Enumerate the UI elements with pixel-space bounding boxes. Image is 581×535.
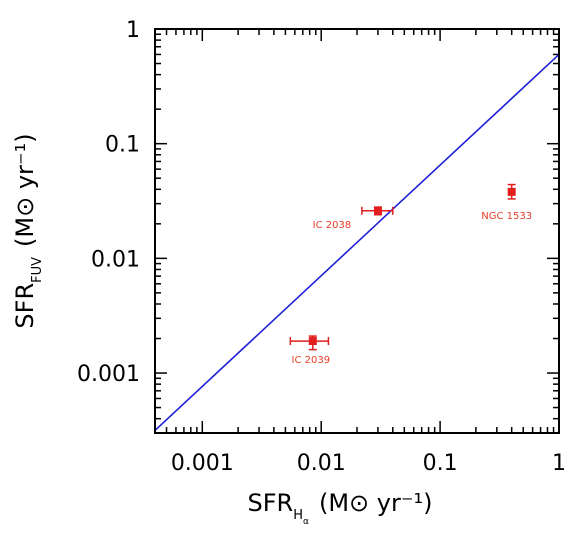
ticks-group bbox=[154, 28, 560, 434]
x-tick-label: 1 bbox=[552, 451, 566, 476]
y-tick-label: 0.01 bbox=[91, 247, 140, 272]
x-tick-label: 0.01 bbox=[297, 451, 346, 476]
fit-line-group bbox=[154, 53, 560, 431]
data-point bbox=[507, 187, 516, 196]
fit-line bbox=[154, 53, 560, 431]
plot-frame bbox=[154, 28, 560, 434]
y-tick-label: 0.001 bbox=[77, 362, 140, 387]
data-point bbox=[308, 337, 317, 346]
y-axis-label: SFRFUV (M⊙ yr⁻¹) bbox=[11, 133, 45, 328]
x-axis-label-units: (M⊙ yr⁻¹) bbox=[319, 489, 433, 517]
x-tick-label: 0.001 bbox=[171, 451, 234, 476]
points-group: IC 2039 IC 2038 NGC 1533 bbox=[289, 183, 532, 366]
y-tick-labels: 0.001 0.01 0.1 1 bbox=[77, 18, 140, 387]
x-axis-label-main: SFR bbox=[248, 489, 294, 517]
y-axis-label-sub: FUV bbox=[30, 257, 45, 283]
x-tick-label: 0.1 bbox=[423, 451, 458, 476]
y-tick-label: 1 bbox=[126, 18, 140, 43]
x-tick-labels: 0.001 0.01 0.1 1 bbox=[171, 451, 566, 476]
y-axis-label-main: SFR bbox=[11, 283, 39, 329]
point-label: NGC 1533 bbox=[481, 211, 532, 222]
x-axis-label-subsub: α bbox=[303, 517, 309, 527]
x-axis-label-sub: H bbox=[293, 508, 303, 523]
point-label: IC 2038 bbox=[313, 220, 352, 231]
point-label: IC 2039 bbox=[292, 355, 331, 366]
y-tick-label: 0.1 bbox=[105, 133, 140, 158]
x-axis-label: SFRHα (M⊙ yr⁻¹) bbox=[248, 489, 433, 527]
y-axis-label-units: (M⊙ yr⁻¹) bbox=[11, 133, 39, 247]
data-point bbox=[373, 206, 382, 215]
